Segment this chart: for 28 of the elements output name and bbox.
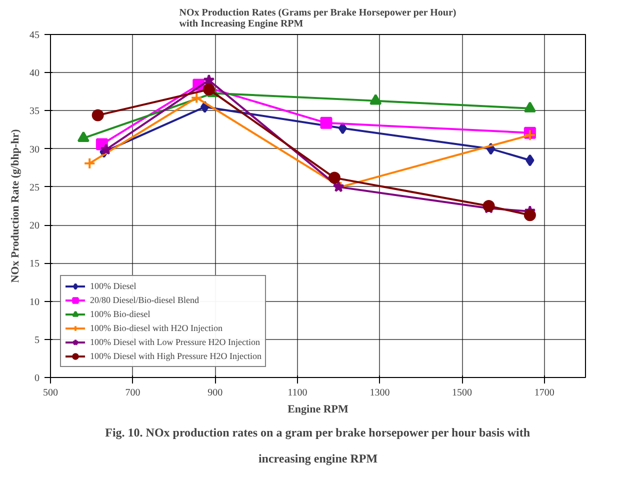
y-tick-label: 40 <box>30 68 40 80</box>
chart-title: NOx Production Rates (Grams per Brake Horsepower per Hour) with Increasing Engine RPM <box>179 8 456 30</box>
text: increasing engine RPM <box>258 452 378 466</box>
x-tick-label: 1500 <box>452 388 472 398</box>
caption: Fig. 10. NOx production rates on a gram per brake horsepower per hour basis with <box>105 426 530 440</box>
y-tick-label: 45 <box>30 30 40 41</box>
y-tick-label: 25 <box>30 182 40 194</box>
y-tick-label: 0 <box>34 373 40 384</box>
x-tick-label: 900 <box>208 388 223 398</box>
x-axis-title: Engine RPM <box>288 404 350 416</box>
legend-label: 100% Diesel with Low Pressure H2O Injection <box>90 336 260 348</box>
x-tick-label: 500 <box>43 388 58 398</box>
x-tick-label: 1300 <box>370 388 390 398</box>
y-tick-label: 15 <box>30 258 40 270</box>
y-tick-label: 5 <box>34 334 40 346</box>
y-axis-title: NOx Production Rate (g/bhp-hr) <box>10 128 22 283</box>
legend-label: 100% Diesel with High Pressure H2O Injection <box>90 350 262 362</box>
legend-label: 100% Bio-diesel with H2O Injection <box>90 322 222 334</box>
x-tick-label: 1700 <box>534 388 554 398</box>
x-tick-label: 1100 <box>288 388 308 398</box>
legend-label: 20/80 Diesel/Bio-diesel Blend <box>90 294 199 306</box>
y-tick-label: 30 <box>30 144 40 156</box>
y-tick-label: 35 <box>30 106 40 118</box>
x-tick-label: 700 <box>125 388 140 398</box>
y-tick-label: 10 <box>30 296 40 308</box>
y-tick-label: 20 <box>30 220 40 232</box>
legend-label: 100% Bio-diesel <box>90 308 150 320</box>
legend-label: 100% Diesel <box>90 280 136 292</box>
